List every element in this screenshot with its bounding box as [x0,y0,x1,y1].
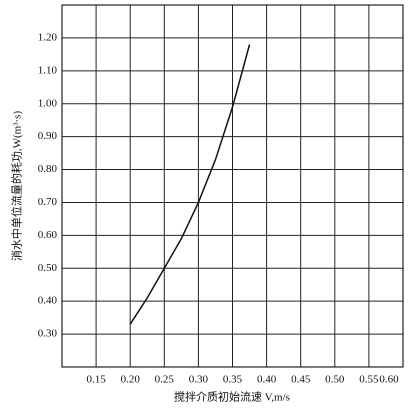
x-tick-label: 0.15 [86,374,106,386]
x-tick-label: 0.45 [291,374,311,386]
x-tick-label: 0.35 [223,374,243,386]
y-tick-label: 1.00 [38,97,58,109]
y-tick-label: 0.40 [38,295,58,307]
x-tick-label: 0.30 [189,374,209,386]
y-tick-label: 0.30 [38,328,58,340]
x-tick-label: 0.50 [325,374,345,386]
x-axis-label: 搅拌介质初始流速 V,m/s [174,390,290,404]
y-tick-label: 0.70 [38,196,58,208]
y-tick-label: 0.80 [38,163,58,175]
y-tick-label: 0.60 [38,229,58,241]
x-tick-label: 0.55 [359,374,379,386]
y-tick-label: 0.90 [38,130,58,142]
x-tick-label: 0.20 [121,374,141,386]
y-tick-label: 1.20 [38,31,58,43]
data-line [129,44,251,325]
x-tick-label: 0.25 [155,374,175,386]
y-tick-label: 0.50 [38,262,58,274]
y-tick-label: 1.10 [38,64,58,76]
x-tick-label: 0.60 [379,374,399,386]
y-axis-label: 消水中单位流量的耗功,W(m³·s) [10,111,24,262]
x-tick-label: 0.40 [257,374,277,386]
